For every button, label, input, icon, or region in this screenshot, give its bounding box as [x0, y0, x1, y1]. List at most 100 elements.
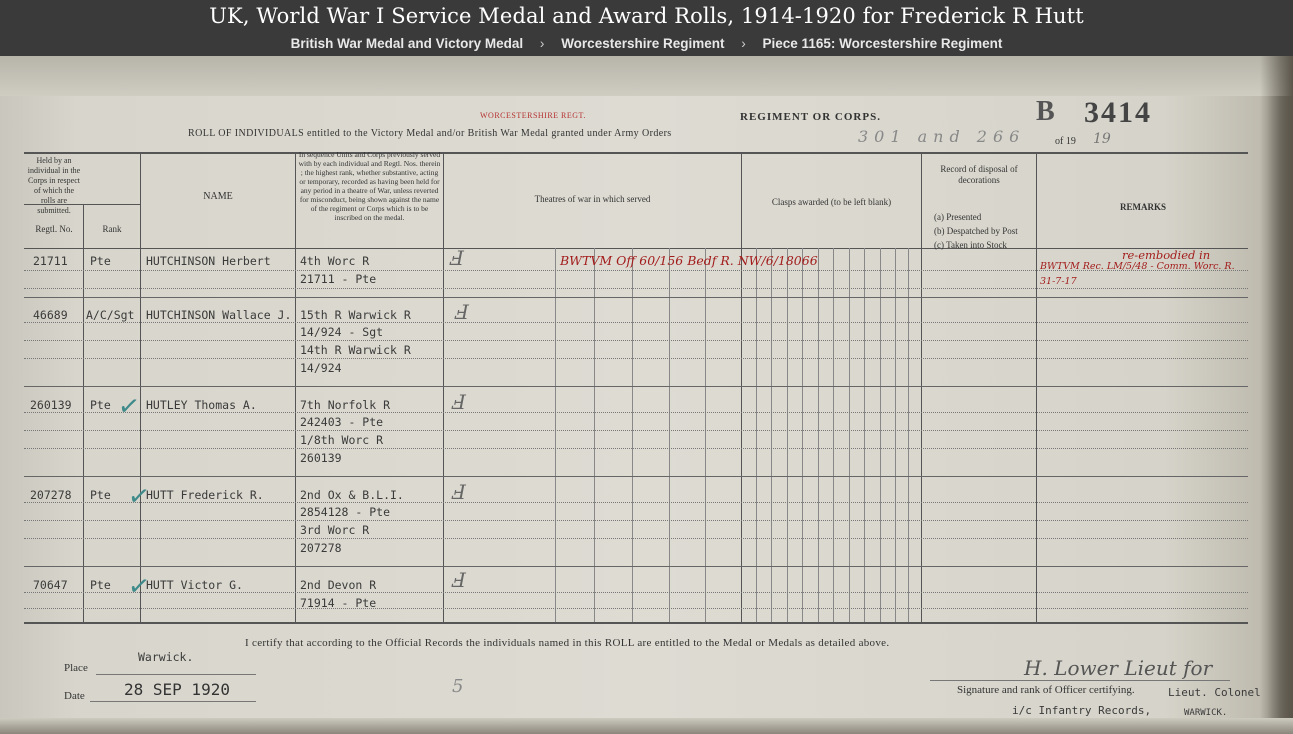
entry-unit-line: 15th R Warwick R — [300, 308, 411, 322]
document-image[interactable]: WORCESTERSHIRE REGT. REGIMENT OR CORPS. … — [0, 56, 1293, 734]
header-held-by: Held by an individual in the Corps in re… — [27, 156, 81, 215]
roll-intro: ROLL OF INDIVIDUALS entitled to the Vict… — [188, 128, 672, 139]
entry-rule — [24, 386, 1248, 387]
table-top-rule — [24, 152, 1248, 154]
row-rule — [24, 448, 1248, 449]
col-divider — [443, 152, 444, 622]
check-tick-icon: ✓ — [116, 390, 142, 424]
regiment-stamp: WORCESTERSHIRE REGT. — [480, 111, 586, 120]
year-hand: 19 — [1093, 131, 1111, 147]
entry-rank: Pte — [90, 488, 111, 502]
breadcrumb-piece[interactable]: Piece 1165: Worcestershire Regiment — [762, 36, 1003, 51]
entry-rank: Pte — [90, 398, 111, 412]
entry-unit-line: 4th Worc R — [300, 254, 370, 268]
header-disposal: Record of disposal of decorations — [940, 164, 1018, 185]
entry-regtl-no: 260139 — [30, 398, 72, 412]
checker-initials: Ⅎ — [452, 390, 466, 414]
header-clasps: Clasps awarded (to be left blank) — [771, 197, 892, 207]
entry-unit-line: 3rd Worc R — [300, 523, 370, 537]
sub-col — [880, 248, 881, 622]
entry-regtl-no: 70647 — [33, 578, 68, 592]
row-rule — [24, 412, 1248, 413]
roll-number: 3414 — [1084, 96, 1152, 129]
col-divider — [1036, 152, 1037, 622]
date-stamp: 28 SEP 1920 — [124, 680, 230, 699]
entry-rank: Pte — [90, 578, 111, 592]
entry-unit-line: 71914 - Pte — [300, 596, 377, 610]
table-bottom-rule — [24, 622, 1248, 624]
breadcrumb-collection[interactable]: British War Medal and Victory Medal — [290, 36, 524, 51]
entry-unit-line: 1/8th Worc R — [300, 433, 384, 447]
entry-rank: Pte — [90, 254, 111, 268]
breadcrumb-regiment[interactable]: Worcestershire Regiment — [561, 36, 725, 51]
col-divider — [741, 152, 742, 622]
entry-unit-line: 2nd Devon R — [300, 578, 377, 592]
viewer-header: UK, World War I Service Medal and Award … — [0, 0, 1293, 56]
row-rule — [24, 430, 1248, 431]
entry-remark: 31-7-17 — [1040, 276, 1077, 287]
header-disposal-b: (b) Despatched by Post — [934, 226, 1018, 236]
sub-col — [818, 248, 819, 622]
entry-name: HUTT Frederick R. — [146, 488, 264, 502]
entry-regtl-no: 46689 — [33, 308, 68, 322]
signature-label: Signature and rank of Officer certifying… — [957, 684, 1135, 696]
page-top-edge — [0, 56, 1293, 96]
entry-unit-line: 207278 — [300, 541, 342, 555]
binding-shadow — [1260, 56, 1293, 734]
place-rule — [96, 674, 256, 675]
entry-name: HUTCHINSON Wallace J. — [146, 308, 292, 322]
breadcrumb-separator-icon: › — [539, 36, 545, 51]
sub-col — [594, 248, 595, 622]
entry-unit-line: 2854128 - Pte — [300, 505, 391, 519]
checker-initials: Ⅎ — [452, 480, 466, 504]
entry-rank: A/C/Sgt — [86, 308, 135, 322]
sub-col — [705, 248, 706, 622]
table-header-rule — [24, 248, 1248, 249]
officer-rank: Lieut. Colonel — [1168, 686, 1261, 699]
sub-col — [895, 248, 896, 622]
breadcrumb-separator-icon: › — [741, 36, 746, 51]
sub-col — [669, 248, 670, 622]
held-by-rule — [24, 204, 140, 205]
entry-unit-line: 14/924 - Sgt — [300, 325, 384, 339]
row-rule — [24, 538, 1248, 539]
header-name: NAME — [203, 191, 233, 202]
col-divider — [295, 152, 296, 622]
entry-name: HUTLEY Thomas A. — [146, 398, 257, 412]
entry-unit-line: 242403 - Pte — [300, 415, 384, 429]
sub-col — [908, 248, 909, 622]
row-rule — [24, 358, 1248, 359]
sub-col — [756, 248, 757, 622]
entry-regtl-no: 207278 — [30, 488, 72, 502]
army-orders: 301 and 266 — [858, 127, 1026, 146]
entry-rule — [24, 297, 1248, 298]
officer-place: WARWICK. — [1184, 708, 1228, 718]
row-rule — [24, 340, 1248, 341]
entry-unit-line: 7th Norfolk R — [300, 398, 391, 412]
sub-col — [787, 248, 788, 622]
checker-initials: Ⅎ — [452, 568, 466, 592]
col-divider — [921, 152, 922, 622]
entry-unit-line: 14/924 — [300, 361, 342, 375]
record-title: UK, World War I Service Medal and Award … — [209, 4, 1084, 28]
header-rank: Rank — [102, 224, 122, 234]
date-rule — [90, 701, 256, 702]
certification-text: I certify that according to the Official… — [245, 637, 890, 649]
header-regtl-no: Regtl. No. — [35, 224, 73, 234]
page-mark: 5 — [452, 676, 464, 697]
row-rule — [24, 502, 1248, 503]
entry-unit-line: 260139 — [300, 451, 342, 465]
sub-col — [833, 248, 834, 622]
header-remarks: REMARKS — [1119, 202, 1166, 212]
sub-col — [632, 248, 633, 622]
col-divider — [83, 204, 84, 622]
entry-unit-line: 21711 - Pte — [300, 272, 377, 286]
year-label: of 19 — [1055, 136, 1076, 147]
checker-initials: Ⅎ — [455, 300, 469, 324]
col-divider — [140, 152, 141, 622]
sub-col — [802, 248, 803, 622]
row-rule — [24, 520, 1248, 521]
sub-col — [849, 248, 850, 622]
entry-unit-line: 2nd Ox & B.L.I. — [300, 488, 404, 502]
header-disposal-a: (a) Presented — [934, 212, 982, 222]
